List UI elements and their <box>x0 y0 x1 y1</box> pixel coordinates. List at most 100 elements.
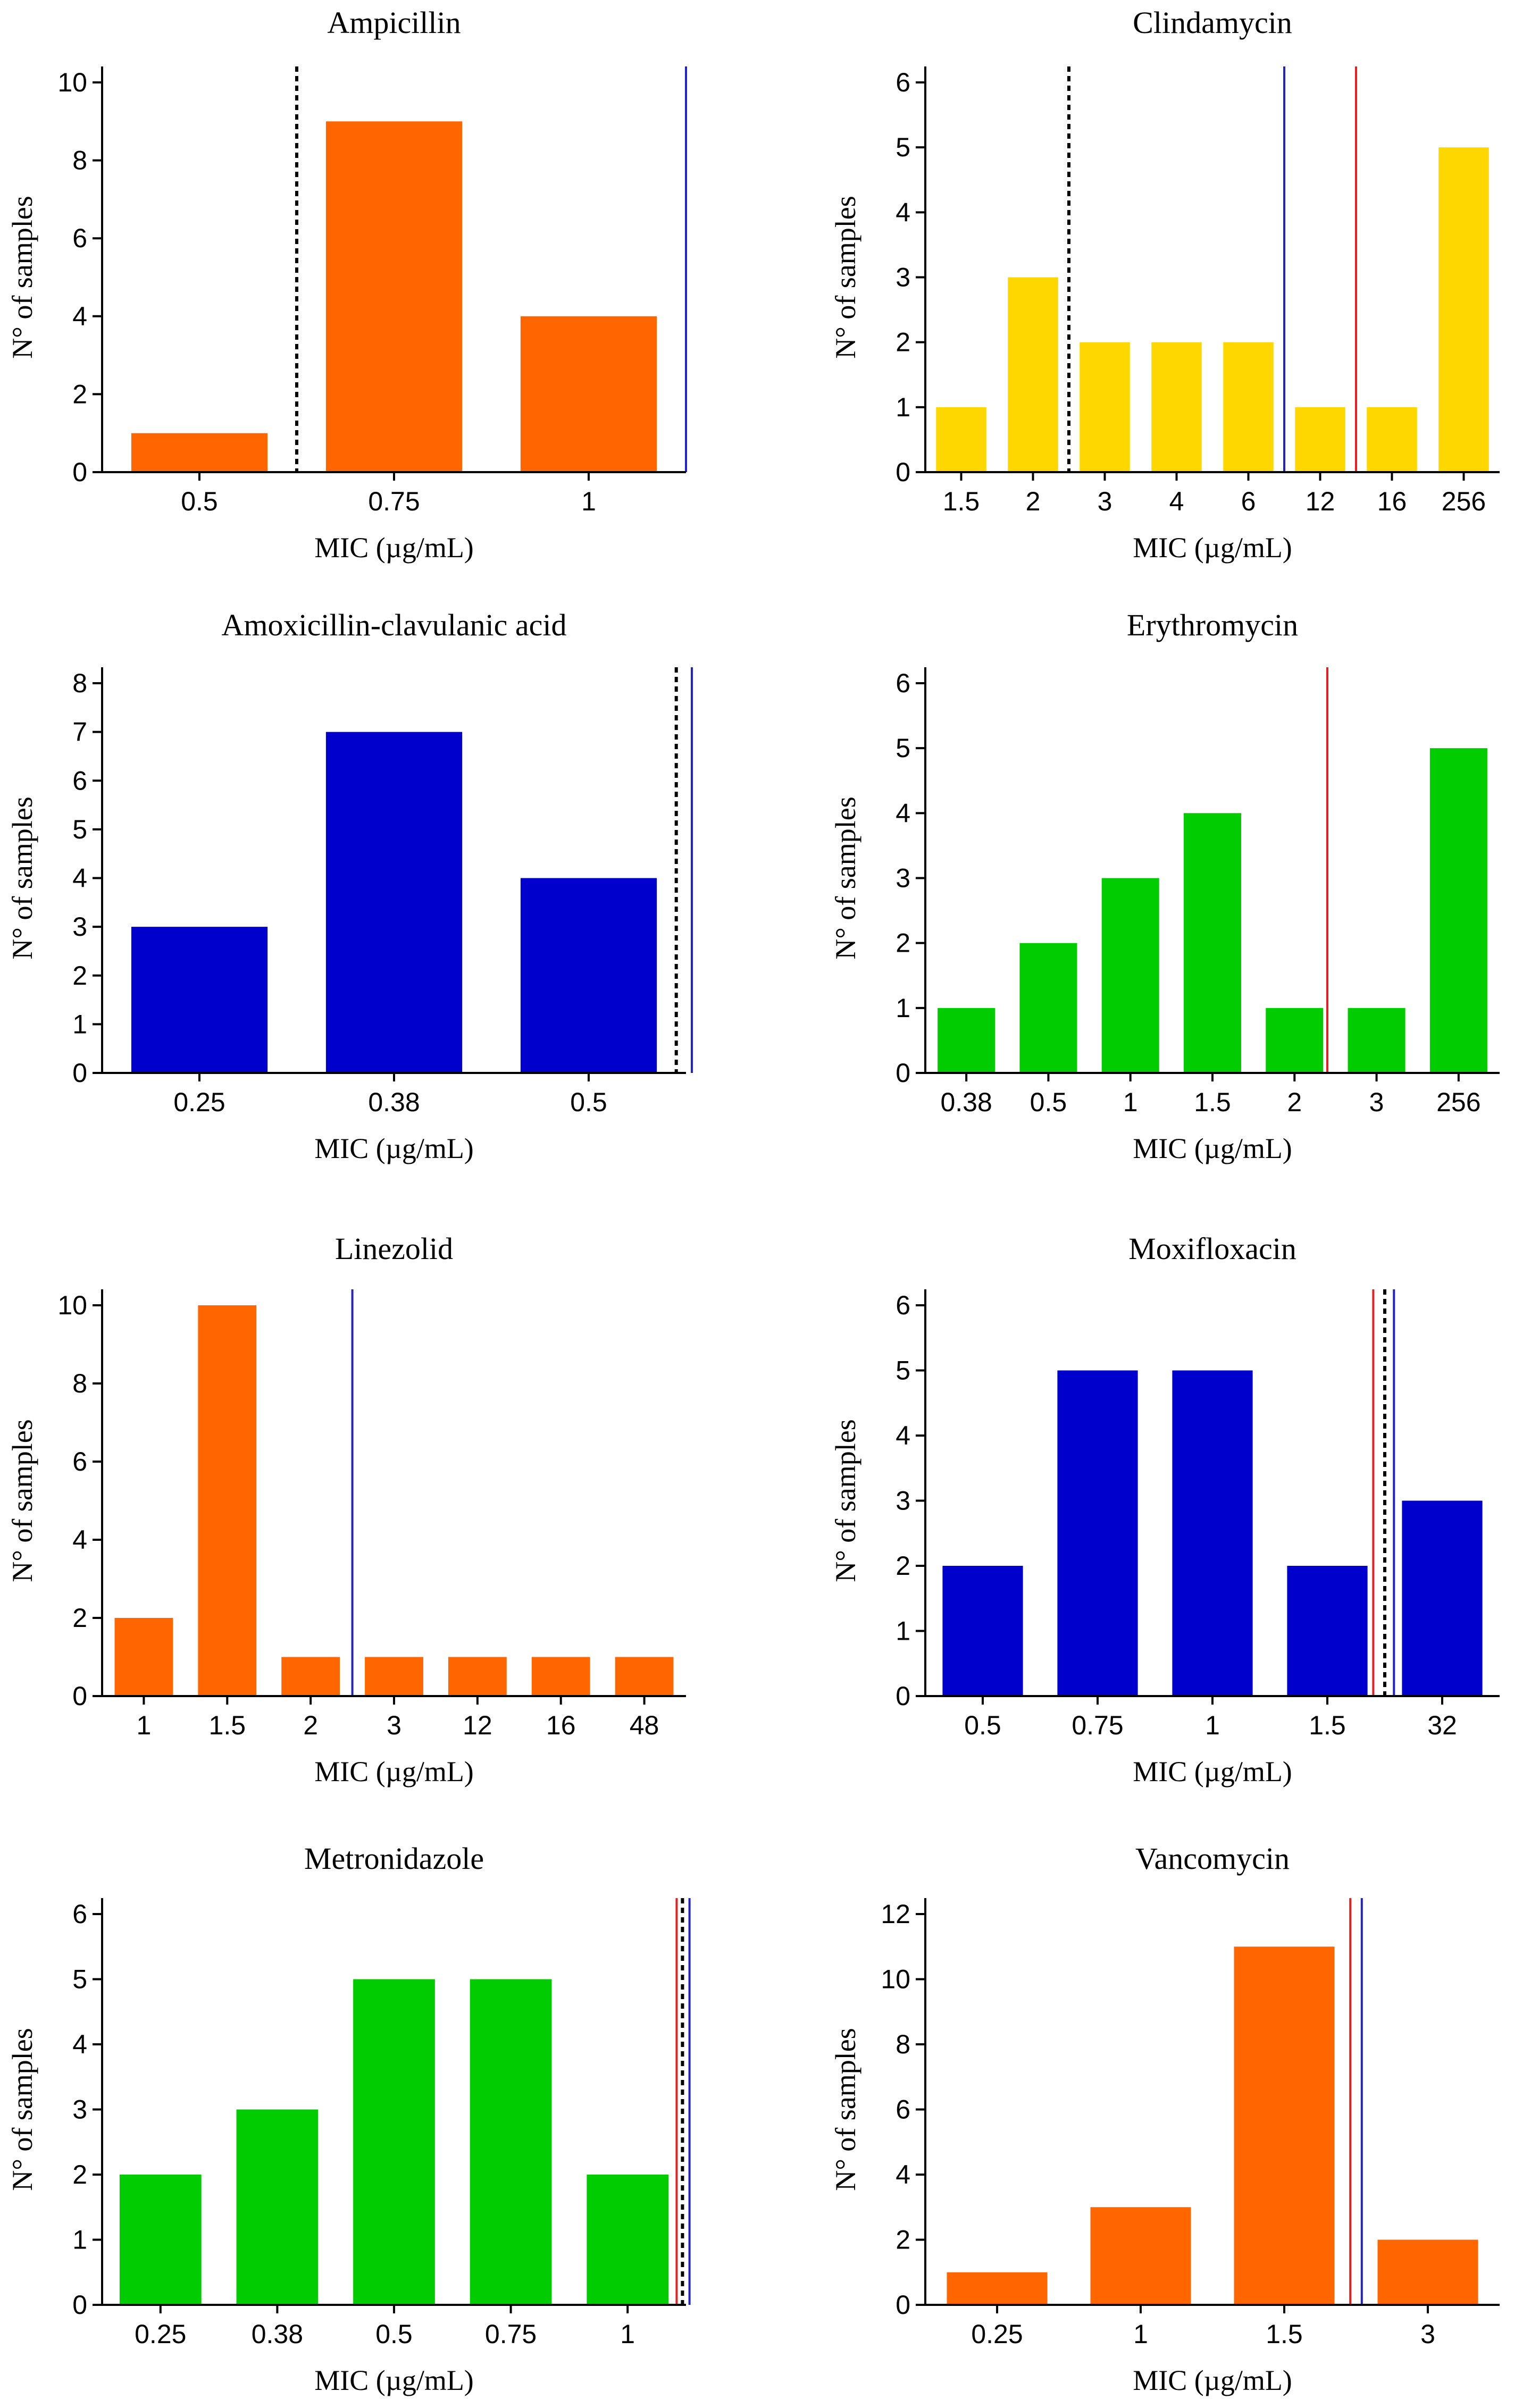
y-tick-label: 4 <box>896 2160 910 2189</box>
y-axis-label: N° of samples <box>6 796 38 960</box>
bar-1 <box>1090 2207 1191 2305</box>
bar-12 <box>1295 407 1345 472</box>
x-axis-label: MIC (µg/mL) <box>1133 1132 1292 1164</box>
y-tick-label: 6 <box>72 766 87 795</box>
y-tick-label: 3 <box>72 912 87 942</box>
y-tick-label: 10 <box>881 1965 910 1994</box>
bar-4 <box>1151 342 1202 472</box>
bar-1.5 <box>198 1305 257 1696</box>
y-tick-label: 5 <box>72 815 87 844</box>
y-tick-label: 8 <box>896 2029 910 2059</box>
x-tick-label: 0.38 <box>940 1087 992 1117</box>
bar-3 <box>365 1657 423 1696</box>
x-tick-label: 256 <box>1442 486 1486 516</box>
x-axis-label: MIC (µg/mL) <box>1133 532 1292 564</box>
chart-title: Amoxicillin-clavulanic acid <box>221 608 566 642</box>
y-tick-label: 3 <box>896 263 910 292</box>
chart-ampicillin: Ampicillin 0 2 4 6 8 10 0.5 0.75 1 MIC (µg/mL) N° o… <box>6 5 687 564</box>
x-tick-label: 3 <box>1098 486 1112 516</box>
bar-16 <box>1367 407 1417 472</box>
y-tick-label: 1 <box>896 1616 910 1646</box>
y-tick-label: 1 <box>896 993 910 1023</box>
x-axis-label: MIC (µg/mL) <box>1133 1756 1292 1788</box>
y-tick-label: 4 <box>72 1525 87 1555</box>
y-tick-label: 3 <box>896 1486 910 1516</box>
chart-title: Moxifloxacin <box>1128 1231 1296 1266</box>
y-tick-label: 4 <box>72 2029 87 2059</box>
chart-amoxicillin-clavulanic: Amoxicillin-clavulanic acid 0 1 2 3 4 5 6 7 8 0.25… <box>6 608 693 1164</box>
x-axis-label: MIC (µg/mL) <box>314 532 474 564</box>
bar-2 <box>281 1657 340 1696</box>
chart-moxifloxacin: Moxifloxacin 0 1 2 3 4 5 6 0.5 0.75 1 1.5 32 MIC (µg/… <box>830 1231 1500 1788</box>
y-tick-label: 2 <box>72 379 87 409</box>
x-tick-label: 0.5 <box>570 1087 607 1117</box>
bar-6 <box>1223 342 1274 472</box>
bar-1 <box>520 316 657 472</box>
x-tick-label: 1.5 <box>1309 1710 1346 1740</box>
bar-3 <box>1348 1008 1405 1073</box>
x-tick-label: 1 <box>581 486 596 516</box>
y-tick-label: 8 <box>72 1369 87 1398</box>
bar-1.5 <box>1234 1946 1335 2305</box>
x-tick-label: 1 <box>620 2319 635 2349</box>
y-tick-label: 10 <box>57 68 87 97</box>
y-tick-label: 2 <box>896 1551 910 1581</box>
y-axis-label: N° of samples <box>6 1419 38 1582</box>
bar-0.75 <box>470 1979 552 2305</box>
bar-1 <box>114 1618 173 1696</box>
bar-0.75 <box>1057 1370 1138 1696</box>
bar-48 <box>615 1657 674 1696</box>
y-axis-label: N° of samples <box>830 2028 861 2191</box>
bar-0.38 <box>325 732 463 1073</box>
y-axis-label: N° of samples <box>830 796 861 960</box>
x-tick-label: 1 <box>137 1710 152 1740</box>
bar-0.38 <box>938 1008 995 1073</box>
y-tick-label: 6 <box>72 223 87 253</box>
x-tick-label: 4 <box>1169 486 1184 516</box>
x-axis-label: MIC (µg/mL) <box>314 1132 474 1164</box>
x-tick-label: 16 <box>1377 486 1407 516</box>
y-tick-label: 4 <box>896 1421 910 1450</box>
y-tick-label: 8 <box>72 668 87 698</box>
x-tick-label: 1 <box>1123 1087 1138 1117</box>
chart-vancomycin: Vancomycin 0 2 4 6 8 10 12 0.25 1 1.5 3 MIC (µg/mL) N… <box>830 1841 1500 2396</box>
bar-0.5 <box>942 1566 1023 1696</box>
bar-1 <box>1101 878 1159 1073</box>
x-tick-label: 1.5 <box>1266 2319 1303 2349</box>
y-tick-label: 1 <box>72 2225 87 2255</box>
x-tick-label: 0.75 <box>485 2319 537 2349</box>
x-tick-label: 256 <box>1436 1087 1480 1117</box>
chart-title: Metronidazole <box>304 1841 484 1876</box>
y-tick-label: 4 <box>896 197 910 227</box>
y-tick-label: 2 <box>72 2160 87 2189</box>
y-tick-label: 12 <box>881 1899 910 1929</box>
x-tick-label: 12 <box>1306 486 1335 516</box>
y-tick-label: 0 <box>72 2290 87 2320</box>
x-tick-label: 0.5 <box>375 2319 413 2349</box>
y-tick-label: 2 <box>896 928 910 958</box>
y-tick-label: 10 <box>57 1290 87 1320</box>
x-tick-label: 1 <box>1205 1710 1220 1740</box>
bar-256 <box>1429 748 1487 1073</box>
bar-0.75 <box>325 121 463 473</box>
bar-1.5 <box>936 407 986 472</box>
y-tick-label: 2 <box>896 328 910 357</box>
bar-0.25 <box>119 2175 202 2305</box>
chart-title: Linezolid <box>335 1231 453 1266</box>
bar-0.25 <box>947 2272 1048 2305</box>
chart-title: Ampicillin <box>327 5 461 40</box>
x-tick-label: 0.38 <box>368 1087 420 1117</box>
y-tick-label: 0 <box>896 1058 910 1088</box>
bar-3 <box>1080 342 1130 472</box>
x-tick-label: 1.5 <box>209 1710 246 1740</box>
bar-1.5 <box>1184 813 1241 1073</box>
x-tick-label: 0.75 <box>1072 1710 1123 1740</box>
x-tick-label: 0.25 <box>971 2319 1023 2349</box>
x-tick-label: 0.5 <box>1030 1087 1067 1117</box>
bar-0.5 <box>131 433 268 472</box>
x-tick-label: 0.5 <box>964 1710 1001 1740</box>
bar-1 <box>1172 1370 1253 1696</box>
y-tick-label: 4 <box>896 798 910 828</box>
